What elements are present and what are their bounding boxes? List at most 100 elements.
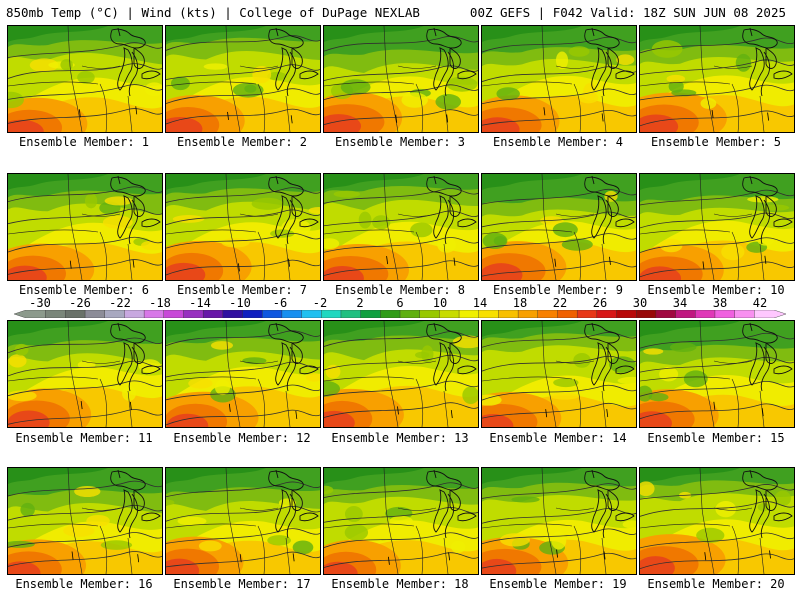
ensemble-member-map xyxy=(165,320,321,428)
colorbar-tick-label: -30 xyxy=(29,296,51,310)
colorbar-swatch xyxy=(84,310,106,318)
temperature-colorbar xyxy=(14,310,786,318)
colorbar-tick-label: 2 xyxy=(356,296,364,310)
colorbar-swatch xyxy=(399,310,421,318)
colorbar-swatch xyxy=(222,310,244,318)
ensemble-member-label: Ensemble Member: 1 xyxy=(18,135,150,149)
colorbar-swatch xyxy=(183,310,204,318)
ensemble-member-label: Ensemble Member: 10 xyxy=(647,283,785,297)
ensemble-member-label: Ensemble Member: 11 xyxy=(15,431,153,445)
colorbar-swatch xyxy=(498,310,519,318)
colorbar-swatch xyxy=(655,310,677,318)
colorbar-tick-label: -26 xyxy=(69,296,91,310)
ensemble-member-map xyxy=(481,467,637,575)
ensemble-member-label: Ensemble Member: 13 xyxy=(331,431,469,445)
ensemble-member-map xyxy=(7,467,163,575)
ensemble-member-map xyxy=(165,467,321,575)
ensemble-member-map xyxy=(639,467,795,575)
colorbar-tick-label: 14 xyxy=(472,296,488,310)
ensemble-member-map xyxy=(7,320,163,428)
ensemble-member-label: Ensemble Member: 8 xyxy=(334,283,466,297)
colorbar-swatch xyxy=(458,310,480,318)
ensemble-member-map xyxy=(481,25,637,133)
model-run-valid-time: 00Z GEFS | F042 Valid: 18Z SUN JUN 08 20… xyxy=(469,5,786,20)
colorbar-tick-label: 42 xyxy=(752,296,768,310)
ensemble-member-label: Ensemble Member: 14 xyxy=(489,431,627,445)
ensemble-member-map xyxy=(323,320,479,428)
ensemble-member-label: Ensemble Member: 3 xyxy=(334,135,466,149)
colorbar-tick-label: 6 xyxy=(396,296,404,310)
colorbar-tick-label: -2 xyxy=(312,296,328,310)
ensemble-member-label: Ensemble Member: 17 xyxy=(173,577,311,591)
colorbar-tick-label: 18 xyxy=(512,296,528,310)
colorbar-swatch xyxy=(695,310,716,318)
colorbar-swatch xyxy=(576,310,598,318)
colorbar-swatch xyxy=(636,310,657,318)
ensemble-member-label: Ensemble Member: 12 xyxy=(173,431,311,445)
colorbar-tick-label: -22 xyxy=(109,296,131,310)
colorbar-swatch xyxy=(419,310,441,318)
colorbar-swatch xyxy=(242,310,263,318)
colorbar-tick-label: 22 xyxy=(552,296,568,310)
colorbar-swatch xyxy=(124,310,145,318)
ensemble-member-label: Ensemble Member: 2 xyxy=(176,135,308,149)
ensemble-member-map xyxy=(639,25,795,133)
ensemble-member-map xyxy=(165,25,321,133)
ensemble-member-label: Ensemble Member: 7 xyxy=(176,283,308,297)
ensemble-member-map xyxy=(481,173,637,281)
colorbar-swatch xyxy=(754,310,786,318)
colorbar-tick-label: 34 xyxy=(672,296,688,310)
ensemble-member-label: Ensemble Member: 6 xyxy=(18,283,150,297)
ensemble-member-label: Ensemble Member: 16 xyxy=(15,577,153,591)
ensemble-member-map xyxy=(639,173,795,281)
colorbar-swatch xyxy=(301,310,322,318)
ensemble-member-label: Ensemble Member: 9 xyxy=(492,283,624,297)
colorbar-tick-label: -10 xyxy=(229,296,251,310)
colorbar-swatch xyxy=(143,310,165,318)
colorbar-swatch xyxy=(675,310,696,318)
ensemble-member-map xyxy=(323,173,479,281)
colorbar-tick-label: 26 xyxy=(592,296,608,310)
ensemble-member-label: Ensemble Member: 18 xyxy=(331,577,469,591)
colorbar-swatch xyxy=(14,310,46,318)
colorbar-swatch xyxy=(202,310,224,318)
colorbar-swatch xyxy=(321,310,342,318)
ensemble-member-label: Ensemble Member: 20 xyxy=(647,577,785,591)
colorbar-swatch xyxy=(380,310,401,318)
colorbar-swatch xyxy=(478,310,500,318)
colorbar-swatch xyxy=(596,310,618,318)
colorbar-swatch xyxy=(517,310,539,318)
colorbar-swatch xyxy=(537,310,559,318)
colorbar-tick-label: 38 xyxy=(712,296,728,310)
colorbar-swatch xyxy=(360,310,382,318)
ensemble-member-label: Ensemble Member: 19 xyxy=(489,577,627,591)
ensemble-member-map xyxy=(639,320,795,428)
colorbar-swatch xyxy=(439,310,460,318)
ensemble-member-map xyxy=(481,320,637,428)
map-title: 850mb Temp (°C) | Wind (kts) | College o… xyxy=(6,5,420,20)
colorbar-swatch xyxy=(281,310,303,318)
colorbar-tick-label: -6 xyxy=(272,296,288,310)
ensemble-member-map xyxy=(165,173,321,281)
colorbar-swatch xyxy=(557,310,578,318)
ensemble-member-label: Ensemble Member: 5 xyxy=(650,135,782,149)
ensemble-member-map xyxy=(7,173,163,281)
colorbar-swatch xyxy=(104,310,126,318)
colorbar-swatch xyxy=(714,310,736,318)
colorbar-tick-label: 30 xyxy=(632,296,648,310)
colorbar-swatch xyxy=(734,310,756,318)
colorbar-swatch xyxy=(616,310,637,318)
colorbar-swatch xyxy=(163,310,185,318)
colorbar-swatch xyxy=(340,310,362,318)
colorbar-swatch xyxy=(65,310,86,318)
colorbar-swatch xyxy=(262,310,283,318)
colorbar-tick-label: 10 xyxy=(432,296,448,310)
colorbar-labels: -30 -26 -22 -18 -14 -10 -6 -2 2 6 10 14 18 22 26 30 34 38… xyxy=(0,296,800,310)
ensemble-member-label: Ensemble Member: 4 xyxy=(492,135,624,149)
ensemble-member-label: Ensemble Member: 15 xyxy=(647,431,785,445)
colorbar-tick-label: -18 xyxy=(149,296,171,310)
ensemble-member-map xyxy=(7,25,163,133)
colorbar-tick-label: -14 xyxy=(189,296,211,310)
ensemble-member-map xyxy=(323,25,479,133)
colorbar-swatch xyxy=(45,310,67,318)
